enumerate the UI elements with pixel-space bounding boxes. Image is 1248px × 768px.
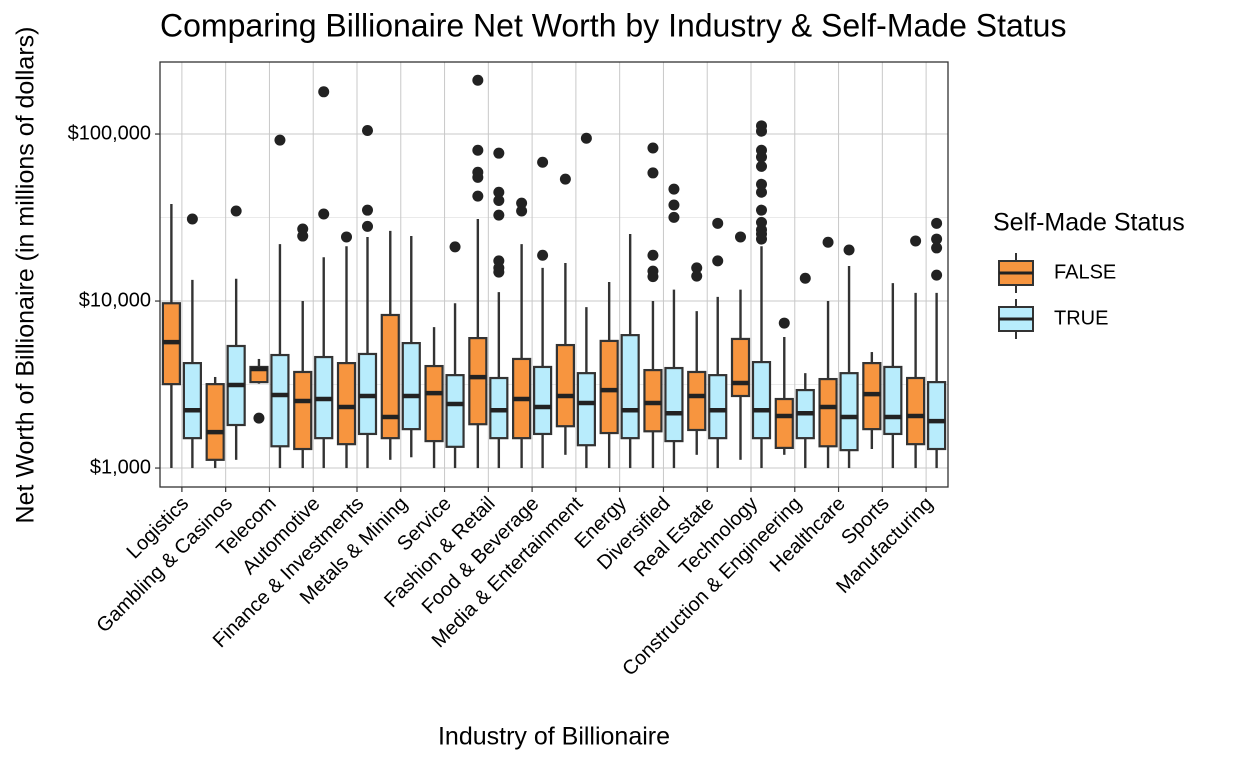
box [182, 362, 202, 440]
box [293, 370, 313, 451]
outlier [756, 151, 767, 163]
outlier [472, 171, 484, 183]
legend-title: Self-Made Status [993, 209, 1185, 237]
box [687, 370, 707, 432]
outlier [493, 147, 505, 159]
outlier [493, 209, 505, 221]
y-tick-label: $10,000 [79, 289, 151, 311]
outlier [931, 217, 943, 229]
box [424, 364, 444, 443]
box [445, 374, 465, 448]
outlier [647, 167, 659, 179]
box [468, 336, 488, 426]
outlier [843, 244, 855, 256]
box [883, 365, 903, 436]
box [401, 341, 421, 431]
box [270, 353, 290, 448]
outlier [931, 242, 943, 254]
box [774, 397, 794, 450]
outlier [756, 160, 767, 172]
outlier [691, 270, 703, 282]
outlier [537, 249, 549, 261]
box [380, 313, 400, 440]
y-tick-label: $100,000 [68, 122, 151, 144]
box [664, 366, 684, 443]
outlier [516, 197, 528, 209]
x-axis-label: Industry of Billionaire [438, 723, 670, 751]
outlier [712, 217, 724, 229]
box [839, 372, 859, 452]
y-tick-label: $1,000 [90, 456, 151, 478]
outlier [318, 208, 330, 220]
outlier [472, 144, 484, 156]
outlier [297, 230, 309, 242]
outlier [735, 231, 746, 243]
outlier [472, 190, 484, 202]
box [730, 337, 751, 398]
plot-background [160, 62, 948, 487]
outlier [341, 231, 352, 243]
box [620, 334, 640, 440]
outlier [799, 272, 811, 284]
outlier [493, 266, 505, 278]
outlier [647, 271, 659, 283]
legend-label: TRUE [1054, 307, 1108, 329]
outlier [274, 134, 286, 146]
outlier [493, 186, 505, 198]
outlier [230, 205, 242, 217]
outlier [537, 156, 549, 168]
box [555, 343, 575, 428]
outlier [472, 74, 484, 86]
outlier [362, 125, 373, 137]
outlier [691, 262, 703, 274]
box [708, 374, 728, 440]
plot-border [159, 61, 949, 488]
outlier [778, 317, 790, 329]
outlier [931, 233, 943, 245]
outlier [668, 183, 680, 195]
outlier [253, 412, 265, 424]
outlier [931, 269, 943, 281]
box [818, 377, 838, 448]
outlier [756, 186, 767, 198]
box [599, 339, 619, 435]
box [927, 381, 947, 451]
outlier [362, 220, 373, 232]
box [205, 383, 225, 461]
box [751, 360, 772, 440]
box [906, 376, 926, 446]
outlier [362, 204, 373, 216]
outlier [756, 125, 767, 137]
legend-label: FALSE [1054, 261, 1116, 283]
box [576, 372, 596, 447]
box [533, 365, 553, 436]
outlier [756, 178, 767, 190]
outlier [822, 236, 834, 248]
outlier [647, 142, 659, 154]
outlier [712, 255, 724, 267]
outlier [186, 213, 198, 225]
outlier [647, 249, 659, 261]
outlier [559, 173, 571, 185]
outlier [449, 241, 461, 253]
chart-title: Comparing Billionaire Net Worth by Indus… [160, 7, 1066, 43]
outlier [318, 86, 330, 98]
outlier [580, 132, 592, 144]
outlier [493, 194, 505, 206]
outlier [668, 199, 680, 211]
box [643, 368, 663, 433]
outlier [756, 204, 767, 216]
outlier [516, 205, 528, 217]
outlier [910, 235, 922, 247]
box [336, 362, 357, 446]
outlier [756, 233, 767, 245]
outlier [668, 211, 680, 223]
y-axis-label: Net Worth of Billionaire (in millions of… [12, 27, 40, 524]
